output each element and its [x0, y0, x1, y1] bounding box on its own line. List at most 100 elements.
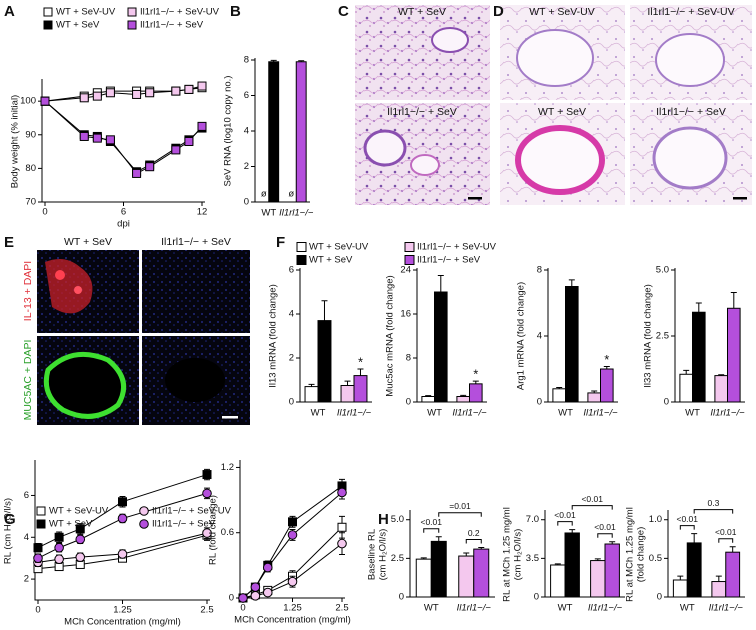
error-bar [425, 395, 432, 397]
micrograph: WT + SeV [355, 5, 490, 100]
significance: * [473, 367, 478, 382]
legend-marker [127, 7, 137, 17]
micrograph [142, 336, 250, 425]
bar [564, 532, 580, 598]
error-bar [603, 366, 610, 369]
data-point [202, 528, 212, 538]
error-bar [568, 279, 575, 287]
bar [340, 385, 355, 403]
panel-label: D [493, 3, 504, 20]
data-point [202, 470, 212, 480]
bracket [597, 533, 613, 538]
data-point [92, 133, 102, 143]
x-tick-label: WT [558, 603, 573, 614]
x-tick-label: WT [424, 603, 439, 614]
bar [353, 375, 368, 403]
y-tick-label: 6 [24, 490, 29, 501]
bar [469, 383, 483, 403]
il13-signal [74, 286, 82, 294]
x-tick-label: 0 [35, 605, 40, 616]
scale-bar [733, 197, 747, 200]
not-detected: ø [261, 189, 267, 200]
image-label: Il1rl1−/− + SeV [656, 106, 726, 118]
error-bar [695, 302, 702, 313]
x-tick-label: WT [261, 208, 276, 219]
significance: * [358, 354, 363, 369]
data-point [54, 532, 64, 542]
y-tick-label: 2 [289, 353, 294, 364]
micrograph: Il1rl1−/− + SeV [630, 103, 752, 205]
error-bar [472, 380, 479, 384]
y-axis-label: Muc5ac mRNA (fold change) [385, 275, 396, 396]
series-line [44, 100, 203, 173]
y-axis-label: RL (fold change) [208, 495, 219, 565]
data-point [184, 137, 194, 146]
il13-signal [55, 270, 65, 280]
y-tick-label: 7.0 [526, 514, 539, 525]
legend-label: WT + SeV-UV [56, 7, 116, 18]
x-tick-label: Il1rl1−/− [457, 603, 492, 614]
panel-label: G [4, 511, 16, 528]
vessel [410, 154, 440, 176]
data-point [287, 530, 298, 540]
data-point [287, 576, 298, 587]
p-value: =0.01 [449, 501, 471, 511]
legend-label: WT + SeV [309, 255, 353, 266]
y-axis-label: SeV RNA (log10 copy no.) [223, 76, 234, 187]
legend-label: WT + SeV [56, 20, 100, 31]
data-point [75, 524, 85, 534]
x-tick-label: Il1rl1−/− [710, 408, 745, 419]
axis-line [41, 79, 205, 203]
airway [655, 33, 725, 87]
y-axis-label: (fold change) [636, 527, 647, 582]
bar [727, 307, 741, 403]
p-value: 0.2 [468, 528, 480, 538]
bar [304, 386, 319, 403]
bar [317, 320, 332, 403]
bar [295, 61, 307, 203]
image-label: WT + SeV [398, 6, 446, 18]
data-point [197, 81, 207, 91]
y-tick-label: 4 [24, 532, 29, 543]
data-point [337, 487, 347, 498]
y-tick-label: 6 [244, 90, 249, 101]
x-tick-label: Il1rl1−/− [279, 208, 314, 219]
error-bar [594, 558, 601, 561]
bracket [679, 525, 695, 530]
x-tick-label: Il1rl1−/− [588, 603, 623, 614]
y-tick-label: 5.0 [656, 265, 669, 276]
y-tick-label: 0 [229, 593, 234, 604]
legend-marker [43, 7, 53, 17]
data-point [117, 549, 128, 559]
y-tick-label: 90 [25, 129, 36, 140]
x-tick-label: Il1rl1−/− [583, 408, 618, 419]
bar [672, 579, 688, 598]
tissue [355, 5, 490, 100]
data-point [33, 553, 43, 563]
micrograph: Il1rl1−/− + SeV [355, 103, 490, 205]
data-point [262, 587, 273, 598]
scale-bar [468, 197, 482, 200]
y-tick-label: 0 [244, 197, 249, 208]
y-tick-label: 1.2 [221, 462, 234, 473]
data-point [288, 517, 297, 527]
panel-label: H [378, 511, 389, 528]
image-label: WT + SeV [538, 106, 586, 118]
data-point [117, 513, 128, 524]
micrograph: WT + SeV-UV [500, 5, 625, 100]
x-tick-label: 1.25 [113, 605, 132, 616]
error-bar [718, 374, 725, 376]
bar [415, 558, 432, 598]
y-tick-label: 0 [657, 592, 662, 603]
y-axis-label: Il33 mRNA (fold change) [643, 284, 654, 388]
y-tick-label: 8 [244, 55, 249, 66]
data-point [54, 554, 64, 565]
p-value: <0.01 [420, 517, 442, 527]
legend-label: Il1rl1−/− + SeV [140, 20, 204, 31]
data-point [118, 497, 127, 507]
y-axis-label: RL at MCh 1.25 mg/ml [502, 507, 513, 602]
data-point [105, 88, 115, 98]
image-label: WT + SeV-UV [529, 6, 594, 18]
legend-marker [43, 20, 53, 30]
y-axis-label: RL at MCh 1.25 mg/ml [625, 507, 636, 602]
